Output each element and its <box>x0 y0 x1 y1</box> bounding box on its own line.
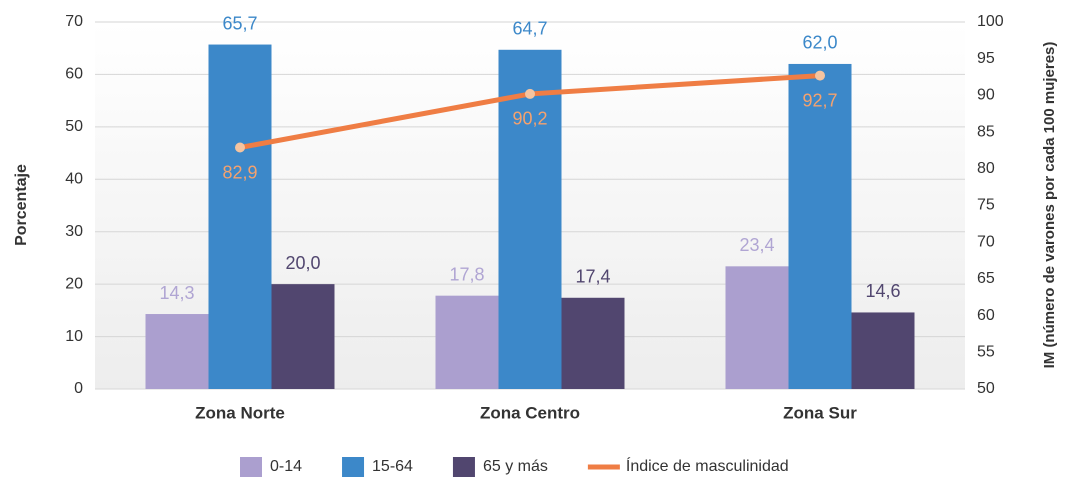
data-label: 20,0 <box>285 253 320 273</box>
data-label: 64,7 <box>512 19 547 39</box>
data-label: 92,7 <box>802 90 837 110</box>
y2-tick-label: 90 <box>977 87 995 104</box>
data-label: 65,7 <box>222 13 257 33</box>
y-axis-title: Porcentaje <box>13 164 30 246</box>
y-tick-label: 30 <box>65 223 83 240</box>
data-label: 23,4 <box>739 235 774 255</box>
y2-tick-label: 65 <box>977 270 995 287</box>
legend-label: 0-14 <box>270 458 302 475</box>
bar <box>145 314 209 389</box>
legend-swatch <box>342 457 365 477</box>
data-label: 17,4 <box>575 267 610 287</box>
data-label: 62,0 <box>802 33 837 53</box>
y-tick-label: 10 <box>65 328 83 345</box>
y2-tick-label: 55 <box>977 344 995 361</box>
line-marker <box>235 142 245 153</box>
bar <box>498 49 562 390</box>
data-label: 17,8 <box>449 264 484 284</box>
legend-label: 15-64 <box>372 458 413 475</box>
bar <box>561 297 625 389</box>
bar <box>271 284 335 389</box>
y-tick-label: 70 <box>65 13 83 30</box>
y2-tick-label: 95 <box>977 50 995 67</box>
bar <box>851 312 915 389</box>
legend-swatch <box>240 457 262 477</box>
legend-swatch <box>452 457 475 477</box>
y2-tick-label: 100 <box>977 13 1004 30</box>
y-tick-label: 20 <box>65 275 83 292</box>
y2-tick-label: 60 <box>977 307 995 324</box>
data-label: 14,6 <box>865 281 900 301</box>
data-label: 82,9 <box>222 162 257 182</box>
data-label: 90,2 <box>512 109 547 129</box>
y2-tick-label: 85 <box>977 123 995 140</box>
y-tick-label: 50 <box>65 118 83 135</box>
x-tick-label: Zona Centro <box>480 403 580 422</box>
x-tick-label: Zona Norte <box>195 403 285 422</box>
bar <box>788 63 852 389</box>
line-marker <box>815 70 825 81</box>
bar <box>208 44 272 390</box>
data-label: 14,3 <box>159 283 194 303</box>
y2-axis-title: IM (número de varones por cada 100 mujer… <box>1041 42 1058 369</box>
y2-tick-label: 70 <box>977 233 995 250</box>
y-tick-label: 0 <box>74 380 83 397</box>
x-tick-label: Zona Sur <box>783 403 857 422</box>
y2-tick-label: 50 <box>977 380 995 397</box>
legend-label: Índice de masculinidad <box>626 456 789 475</box>
y-tick-label: 40 <box>65 171 83 188</box>
y-tick-label: 60 <box>65 66 83 83</box>
legend-label: 65 y más <box>483 458 548 475</box>
y2-tick-label: 80 <box>977 160 995 177</box>
line-marker <box>525 88 535 99</box>
bar <box>725 266 789 389</box>
bar <box>435 295 499 389</box>
y2-tick-label: 75 <box>977 197 995 214</box>
